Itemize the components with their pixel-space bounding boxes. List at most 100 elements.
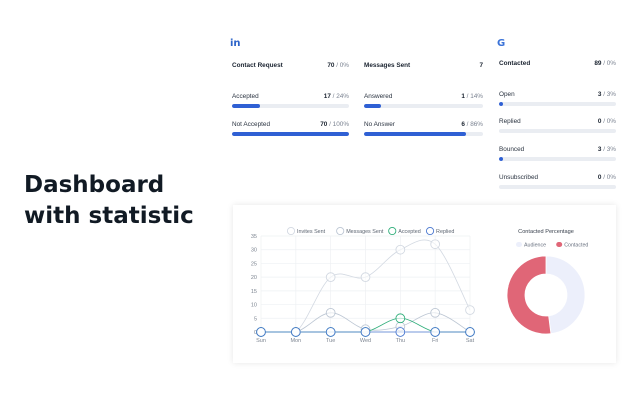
stat-row: Contact Request 70 / 0%	[232, 62, 349, 69]
stat-row: Not Accepted 70 / 100%	[232, 121, 349, 128]
stat-row: Contacted 89 / 0%	[499, 60, 616, 67]
data-point-replied	[256, 327, 266, 337]
stat-label: Messages Sent	[364, 62, 411, 69]
chart-card: 0 5 10 15 20 25 30 35 Sun Mon Tue Wed Thu Fri Sat Invit…	[233, 205, 616, 363]
data-point-invites-sent	[360, 272, 371, 282]
y-tick-label: 0	[254, 330, 257, 336]
stat-row: No Answer 6 / 86%	[364, 121, 483, 128]
stat-percent: / 0%	[601, 60, 616, 67]
stat-row: Bounced 3 / 3%	[499, 146, 616, 153]
progress-fill	[232, 104, 261, 108]
headline-line-1: Dashboard	[24, 172, 165, 198]
stat-contact-request: Contact Request 70 / 0%	[232, 62, 349, 69]
stat-count: 6	[461, 121, 465, 128]
legend-label: Messages Sent	[346, 229, 384, 235]
headline-line-2: with statistic	[24, 203, 194, 229]
legend-label: Accepted	[398, 229, 420, 235]
stat-count: 3	[597, 146, 602, 153]
legend-marker	[388, 226, 397, 236]
stat-answered: Answered 1 / 14%	[364, 93, 483, 108]
x-tick-label: Thu	[396, 338, 405, 344]
legend-label: Replied	[436, 229, 454, 235]
stat-percent: / 3%	[601, 91, 616, 98]
pie-slice-audience	[545, 255, 586, 335]
page-headline: Dashboard with statistic	[24, 170, 224, 232]
data-point-messages-sent	[325, 307, 336, 318]
stat-open: Open 3 / 3%	[499, 91, 616, 106]
stat-percent: / 0%	[334, 62, 349, 69]
progress-track	[232, 132, 349, 136]
stat-label: Open	[499, 91, 515, 98]
data-point-replied	[430, 327, 441, 337]
data-point-messages-sent	[430, 307, 441, 318]
x-tick-label: Mon	[290, 338, 301, 344]
stat-label: Contact Request	[232, 62, 283, 69]
stat-count: 89	[594, 60, 602, 67]
progress-track	[499, 102, 616, 106]
x-tick-label: Sat	[466, 338, 475, 344]
stat-contacted: Contacted 89 / 0%	[499, 60, 616, 67]
legend-marker	[286, 226, 296, 236]
stat-percent: / 3%	[601, 146, 616, 153]
stat-percent: / 24%	[330, 93, 349, 100]
stat-label: No Answer	[364, 121, 395, 128]
stat-messages-sent: Messages Sent 7	[364, 62, 483, 69]
legend-marker	[425, 226, 435, 236]
stat-percent: / 86%	[464, 121, 483, 128]
pie-slice-contacted	[506, 255, 552, 335]
stat-row: Replied 0 / 0%	[499, 118, 616, 125]
data-point-replied	[395, 327, 406, 337]
y-tick-label: 10	[251, 303, 257, 309]
stat-bounced: Bounced 3 / 3%	[499, 146, 616, 161]
progress-track	[499, 185, 616, 189]
stat-value: 70 / 0%	[327, 62, 349, 69]
pie-legend-marker	[516, 242, 522, 247]
stat-label: Accepted	[232, 93, 259, 100]
stat-count: 70	[320, 121, 328, 128]
stat-row: Messages Sent 7	[364, 62, 483, 69]
progress-fill	[364, 132, 467, 136]
stat-count: 70	[327, 62, 335, 69]
stat-count: 0	[597, 174, 602, 181]
pie-title: Contacted Percentage	[518, 229, 574, 235]
stat-unsubscribed: Unsubscribed 0 / 0%	[499, 174, 616, 189]
data-point-accepted	[395, 313, 406, 324]
progress-track	[364, 132, 483, 136]
google-icon: G	[497, 38, 506, 49]
pie-legend-label: Audience	[524, 243, 546, 249]
stat-value: 3 / 3%	[598, 91, 616, 98]
stat-value: 0 / 0%	[598, 118, 616, 125]
stat-no-answer: No Answer 6 / 86%	[364, 121, 483, 136]
stat-value: 3 / 3%	[598, 146, 616, 153]
stat-value: 0 / 0%	[598, 174, 616, 181]
progress-track	[232, 104, 349, 108]
progress-fill	[499, 102, 503, 106]
stat-label: Replied	[499, 118, 521, 125]
x-tick-label: Fri	[432, 338, 438, 344]
x-tick-label: Wed	[360, 338, 371, 344]
stat-accepted: Accepted 17 / 24%	[232, 93, 349, 108]
stat-value: 70 / 100%	[320, 121, 349, 128]
stat-label: Unsubscribed	[499, 174, 539, 181]
stat-row: Unsubscribed 0 / 0%	[499, 174, 616, 181]
stat-count: 7	[479, 62, 483, 69]
stat-percent: / 100%	[327, 121, 349, 128]
y-tick-label: 35	[251, 234, 257, 240]
stat-count: 0	[597, 118, 602, 125]
stat-percent: / 0%	[601, 174, 616, 181]
stat-count: 3	[597, 91, 602, 98]
progress-track	[499, 157, 616, 161]
data-point-invites-sent	[325, 272, 336, 282]
data-point-invites-sent	[430, 239, 441, 250]
stat-value: 6 / 86%	[461, 121, 483, 128]
stat-value: 17 / 24%	[324, 93, 349, 100]
x-tick-label: Tue	[326, 338, 335, 344]
pie-legend-marker	[556, 242, 563, 247]
stat-row: Accepted 17 / 24%	[232, 93, 349, 100]
stat-count: 1	[461, 93, 465, 100]
stat-value: 7	[479, 62, 483, 69]
data-point-replied	[360, 327, 371, 337]
linkedin-icon: in	[230, 38, 241, 49]
y-tick-label: 5	[254, 316, 257, 322]
stat-label: Bounced	[499, 146, 525, 153]
